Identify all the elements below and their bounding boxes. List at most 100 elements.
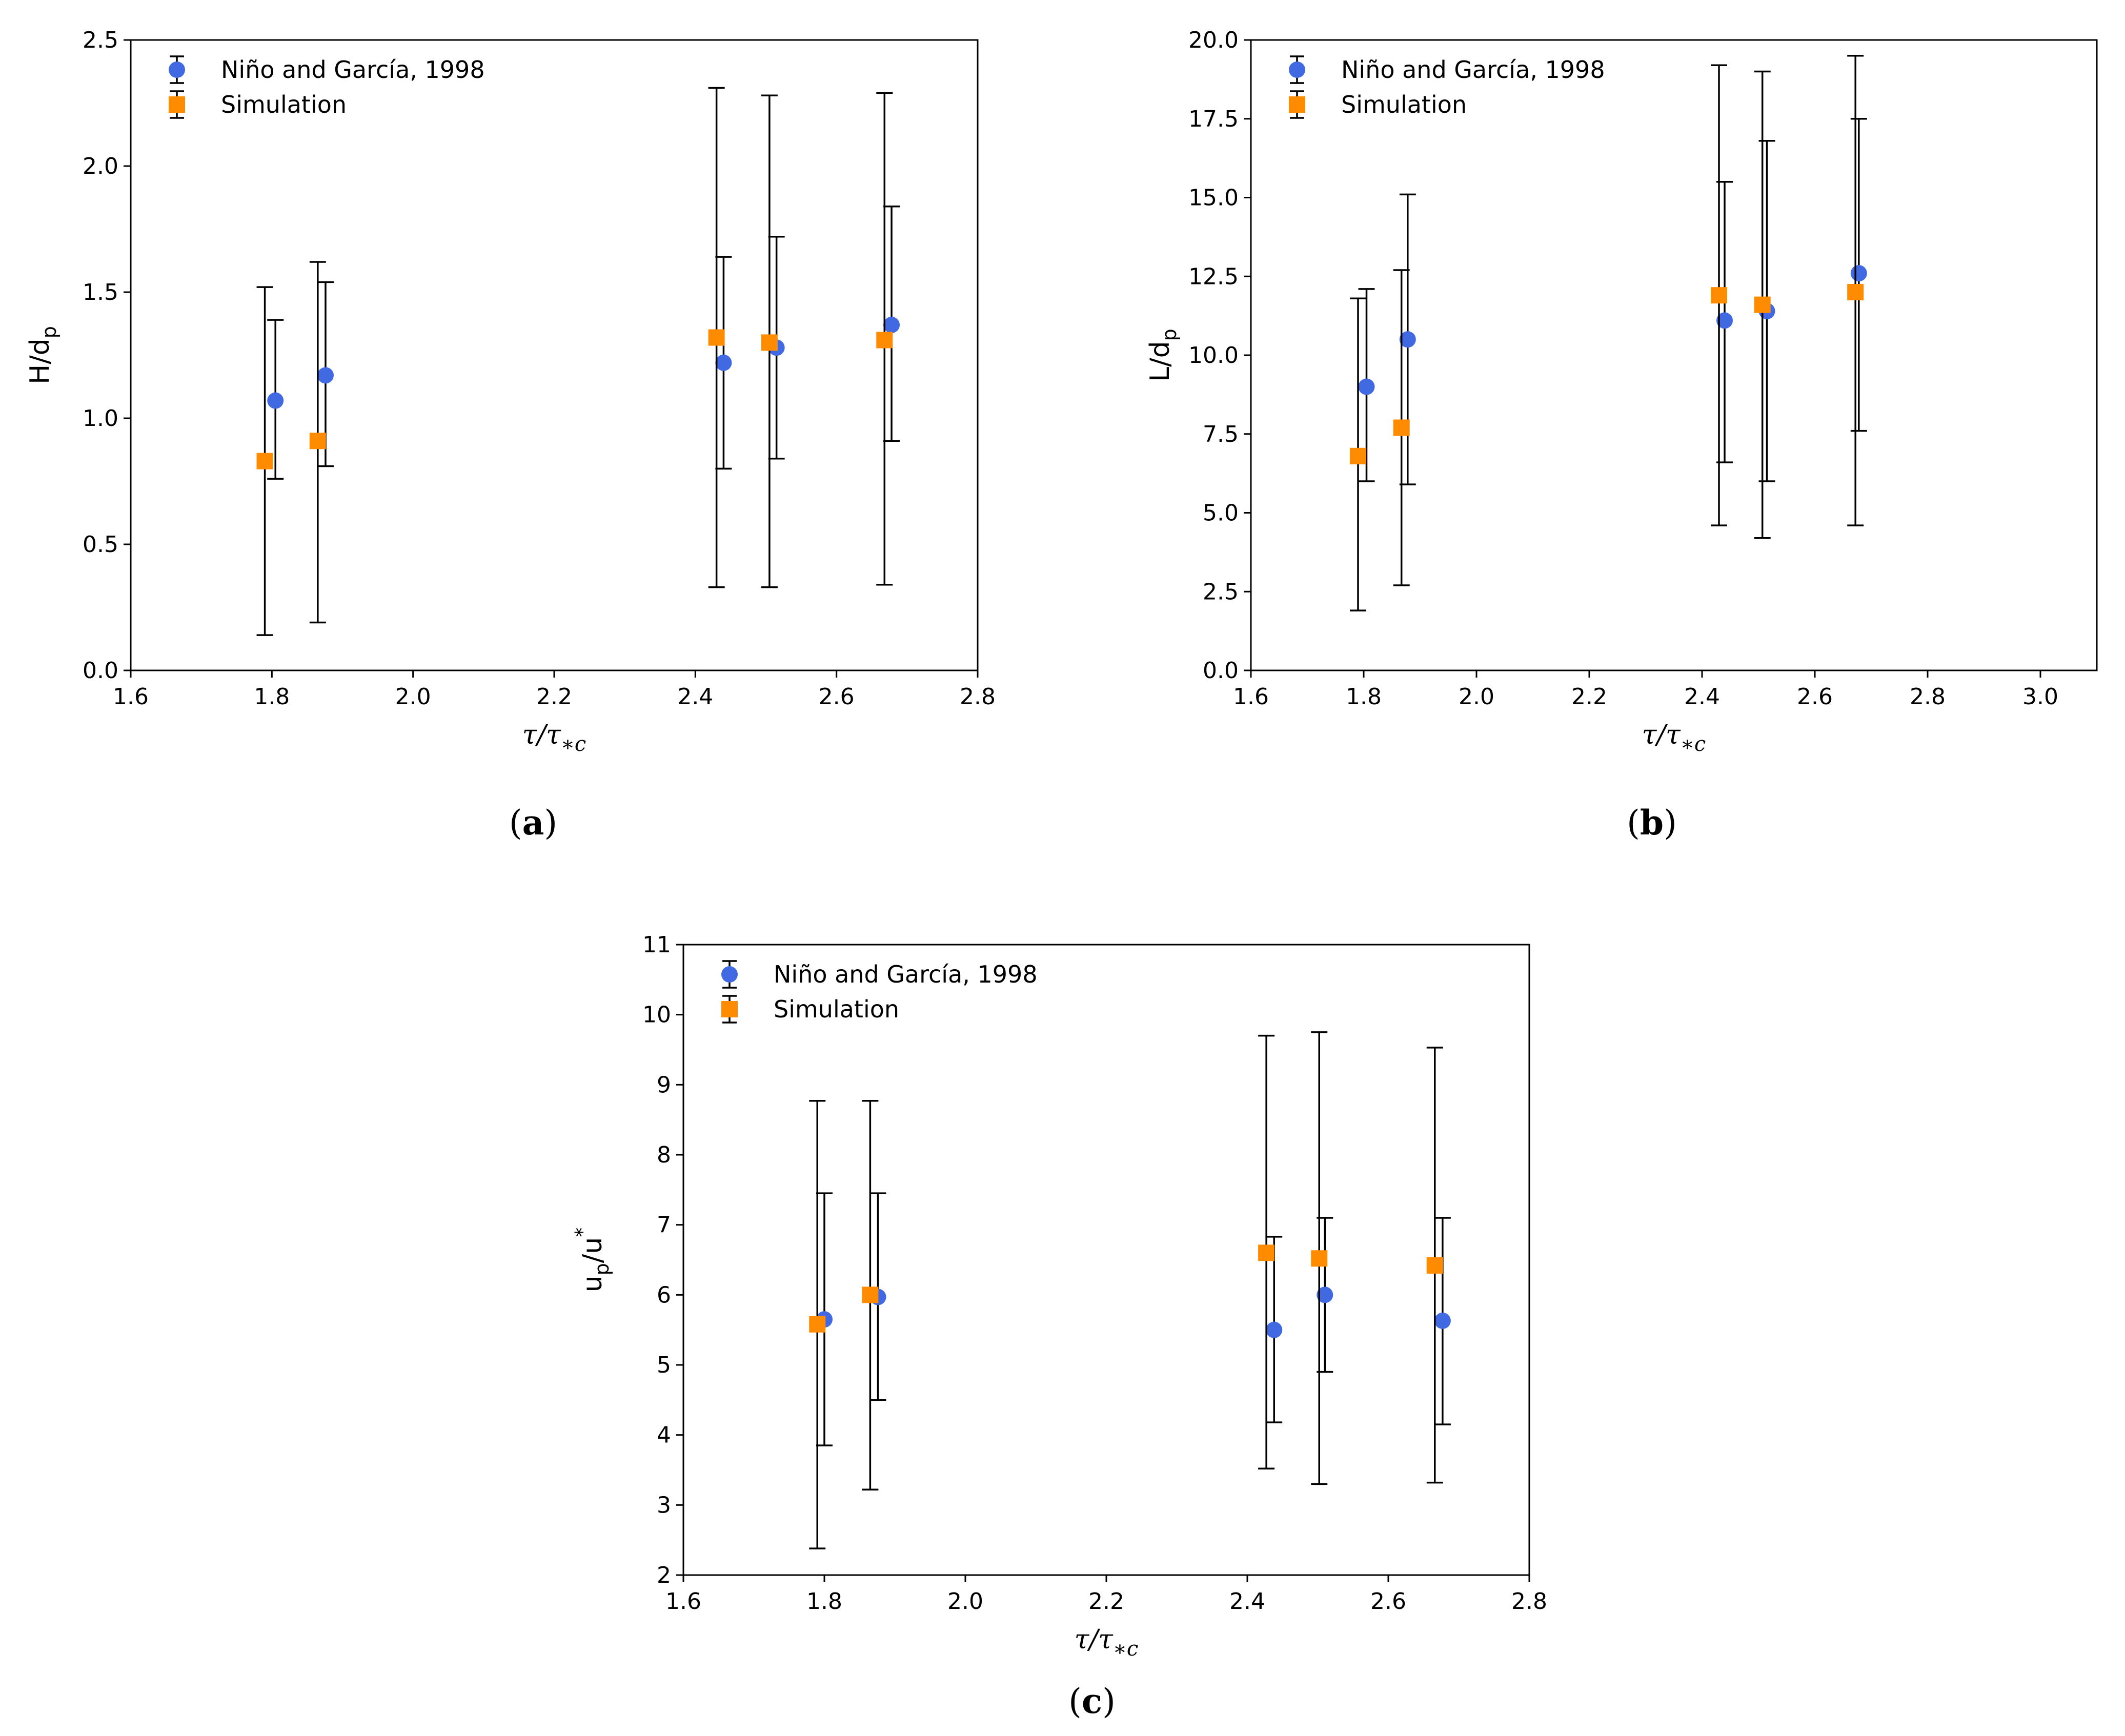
y-tick-label: 10 [642,1002,671,1028]
y-axis-title: L/dp [1145,329,1181,382]
x-tick-label: 2.0 [1459,684,1494,710]
y-axis-title-subscript: p [38,326,60,338]
x-tick-label: 2.6 [1797,684,1833,710]
caption-letter: b [1640,803,1664,843]
caption-letter: c [1082,1681,1102,1721]
data-point-simulation [761,334,778,351]
y-axis-title-superscript: * [571,1228,594,1237]
y-axis-title-subscript: p [1158,329,1181,341]
legend-label: Simulation [774,995,899,1023]
data-point-nino [1358,378,1375,395]
legend-label: Simulation [221,91,347,118]
data-point-simulation [1847,284,1864,300]
y-tick-label: 1.0 [83,405,118,432]
data-point-simulation [708,329,725,346]
legend-label: Niño and García, 1998 [221,56,485,84]
data-point-nino [715,354,732,371]
x-tick-label: 2.2 [1571,684,1607,710]
y-tick-label: 5 [657,1352,671,1378]
chart-panel-b: 1.6 1.8 2.0 2.2 2.4 2.6 2.8 3.0 0.0 2.5 5.0 7.5 10.0… [1145,27,2098,843]
data-point-simulation [876,332,893,349]
x-tick-label: 1.8 [806,1588,842,1615]
y-tick-label: 0.0 [1203,658,1239,684]
x-axis-title-base: τ/τ [522,720,561,750]
y-tick-label: 2.0 [83,153,118,179]
data-point-simulation [1426,1257,1443,1274]
y-tick-label: 20.0 [1188,27,1239,53]
y-tick-label: 1.5 [83,279,118,305]
y-axis-title-base: L/d [1145,341,1176,382]
caption-open: ( [1627,803,1640,843]
data-point-simulation [1711,287,1727,304]
chart-panel-c: 1.6 1.8 2.0 2.2 2.4 2.6 2.8 2 3 4 5 6 7 8 9 10 11 τ/τ∗c up… [571,932,1547,1721]
data-point-nino [1434,1312,1451,1329]
y-axis-title-base: u [577,1275,608,1292]
data-point-simulation [1754,296,1771,313]
caption-letter: a [522,803,544,843]
legend-marker-nino [169,62,185,78]
data-point-nino [1399,331,1416,348]
x-tick-label: 2.2 [536,684,572,710]
x-tick-label: 2.4 [1684,684,1720,710]
y-tick-label: 2 [657,1562,671,1588]
data-point-simulation [309,433,326,450]
y-tick-label: 4 [657,1422,671,1448]
x-tick-label: 2.8 [960,684,996,710]
y-tick-label: 2.5 [1203,579,1239,605]
x-tick-label: 2.8 [1910,684,1946,710]
data-point-nino [267,392,284,409]
panel-caption: (c) [1068,1681,1116,1721]
data-point-nino [1317,1286,1333,1303]
y-tick-label: 8 [657,1142,671,1168]
x-axis-title: τ/τ∗c [1642,720,1706,756]
y-axis-title: up/u* [571,1228,613,1293]
x-tick-label: 2.4 [1229,1588,1265,1615]
data-point-simulation [862,1286,879,1303]
legend-marker-simulation [169,96,185,113]
panel-caption: (b) [1627,803,1677,843]
y-tick-label: 12.5 [1188,263,1239,290]
caption-open: ( [509,803,522,843]
panel-caption: (a) [509,803,557,843]
x-axis-title: τ/τ∗c [1075,1624,1139,1661]
y-tick-label: 0.0 [83,658,118,684]
y-axis-title: H/dp [25,326,60,384]
data-point-simulation [1311,1250,1328,1267]
y-tick-label: 3 [657,1492,671,1518]
caption-open: ( [1068,1682,1082,1721]
data-point-nino [1266,1321,1283,1338]
legend-marker-simulation [1289,96,1305,113]
legend-label: Niño and García, 1998 [774,961,1038,988]
x-axis-title-subscript: ∗c [1113,1637,1139,1661]
x-tick-label: 1.6 [1233,684,1269,710]
caption-close: ) [544,803,557,843]
y-tick-label: 7.5 [1203,421,1239,447]
x-axis-title-base: τ/τ [1642,720,1681,750]
x-tick-label: 1.6 [665,1588,701,1615]
x-axis-title: τ/τ∗c [522,720,586,756]
data-point-simulation [1350,447,1366,464]
legend-label: Niño and García, 1998 [1341,56,1605,84]
y-tick-label: 11 [642,932,671,958]
data-point-nino [1716,312,1733,329]
x-axis-title-subscript: ∗c [1681,732,1706,756]
data-point-simulation [1393,419,1410,436]
y-axis-title-middle: /u [577,1237,608,1263]
x-tick-label: 2.4 [677,684,713,710]
x-tick-label: 2.6 [819,684,855,710]
y-tick-label: 15.0 [1188,185,1239,211]
caption-close: ) [1102,1682,1116,1721]
x-axis-title-subscript: ∗c [561,732,586,756]
y-axis-title-subscript: p [591,1263,613,1275]
y-axis-title-base: H/d [25,338,55,384]
y-tick-label: 10.0 [1188,342,1239,369]
legend-marker-simulation [721,1001,738,1017]
x-tick-label: 3.0 [2022,684,2058,710]
y-tick-label: 0.5 [83,532,118,558]
x-tick-label: 2.2 [1088,1588,1124,1615]
legend-label: Simulation [1341,91,1467,118]
x-tick-label: 1.6 [113,684,149,710]
data-point-simulation [809,1316,826,1333]
